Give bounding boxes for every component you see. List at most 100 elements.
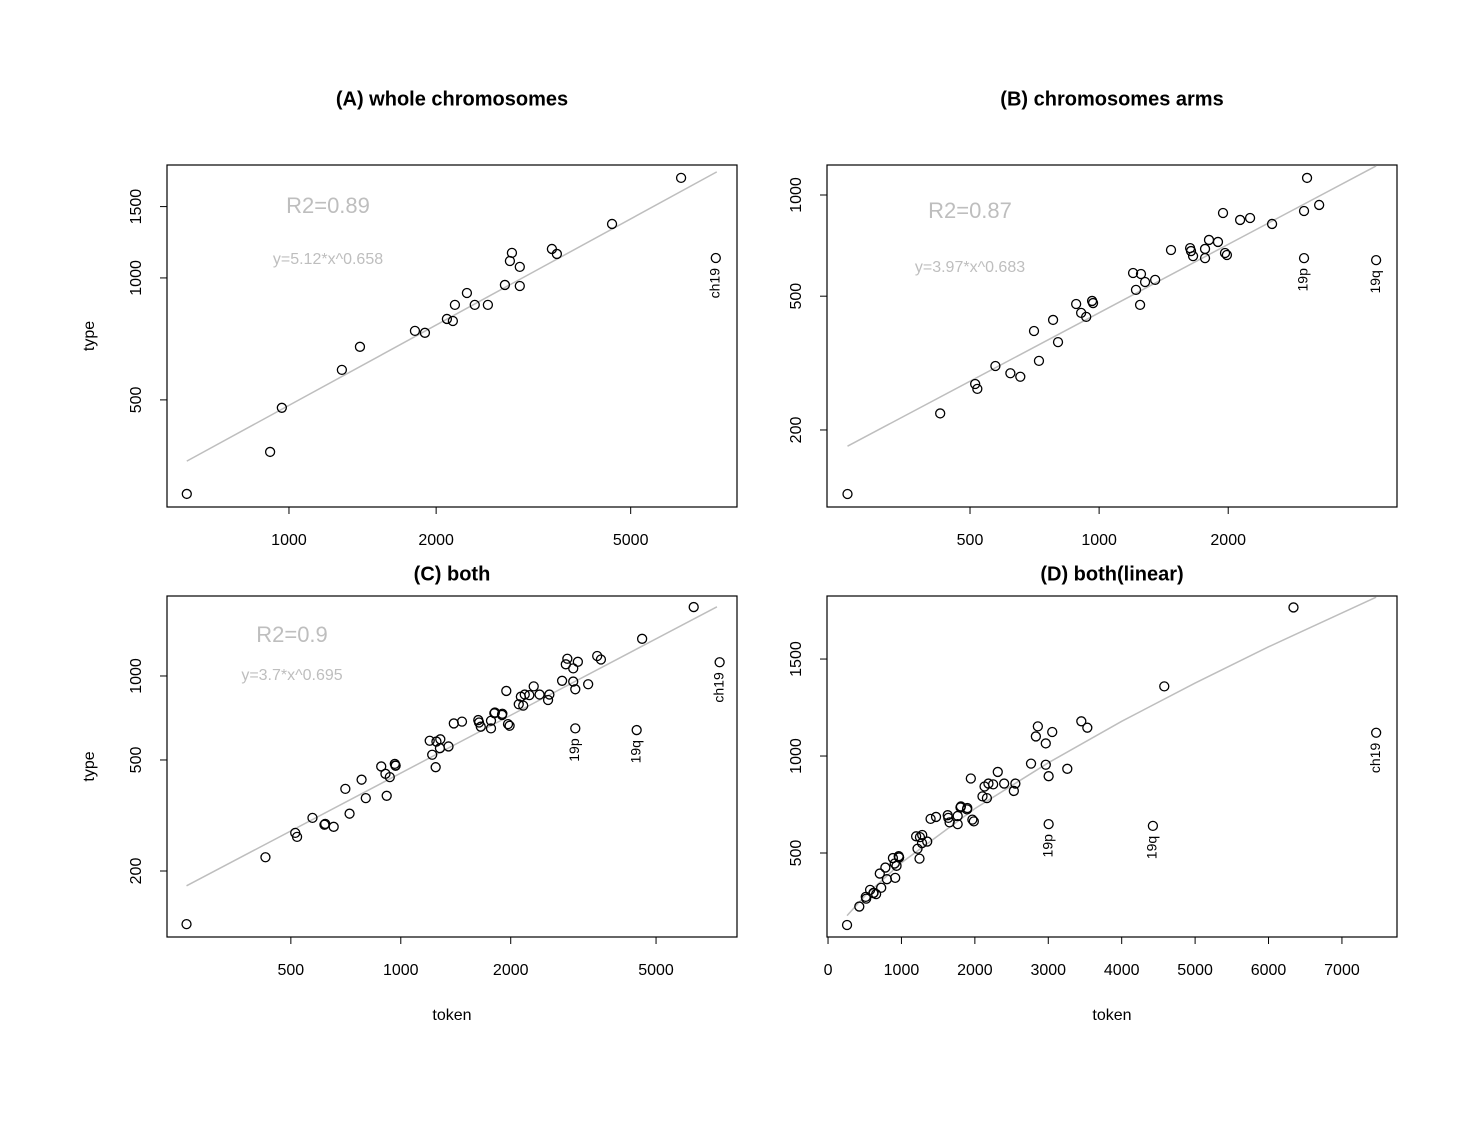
point <box>556 675 568 686</box>
point <box>340 783 351 794</box>
chart-title: (D) both(linear) <box>1040 563 1183 585</box>
x-tick-label: 1000 <box>1081 532 1117 549</box>
point <box>506 247 518 259</box>
point <box>922 836 933 847</box>
x-tick-label: 2000 <box>957 962 993 979</box>
point <box>1033 355 1045 367</box>
point <box>1147 820 1159 832</box>
point <box>390 760 401 771</box>
fit-line <box>186 606 718 887</box>
point-label: ch19 <box>710 672 726 703</box>
point <box>935 408 946 419</box>
x-tick-label: 5000 <box>1177 962 1213 979</box>
point <box>952 818 963 830</box>
point <box>880 862 891 873</box>
x-tick-label: 500 <box>277 962 304 979</box>
point <box>514 280 525 292</box>
point <box>1040 759 1051 770</box>
point <box>496 709 508 721</box>
point <box>1135 268 1147 280</box>
annotation: R2=0.89 <box>286 193 370 218</box>
point-label: 19q <box>1144 836 1160 859</box>
point <box>181 918 192 930</box>
point <box>930 811 942 823</box>
annotation: y=3.97*x^0.683 <box>915 259 1025 276</box>
x-tick-label: 2000 <box>493 962 529 979</box>
plot-frame <box>826 595 1398 938</box>
point <box>910 831 922 842</box>
point <box>1076 716 1087 727</box>
point <box>384 771 395 783</box>
point <box>489 708 500 719</box>
point <box>1087 297 1099 309</box>
point <box>987 779 999 790</box>
point <box>876 882 887 893</box>
y-tick-label: 200 <box>788 417 805 444</box>
point <box>1159 681 1170 692</box>
point <box>1025 758 1037 769</box>
point <box>1015 371 1026 382</box>
point <box>469 299 480 311</box>
x-tick-label: 5000 <box>613 532 649 549</box>
point <box>544 689 555 700</box>
point <box>424 735 435 746</box>
point <box>1288 602 1299 613</box>
point <box>524 689 535 701</box>
annotation: R2=0.9 <box>256 622 328 647</box>
point <box>1298 252 1310 264</box>
point <box>854 901 865 912</box>
x-tick-label: 1000 <box>383 962 419 979</box>
point <box>356 774 367 785</box>
point <box>1221 249 1233 261</box>
x-tick-label: 0 <box>824 962 833 979</box>
point <box>344 808 355 819</box>
point <box>999 778 1010 789</box>
point <box>461 287 473 299</box>
point <box>1052 336 1064 348</box>
point <box>276 402 287 413</box>
y-tick-label: 1000 <box>128 658 145 694</box>
point <box>562 653 573 664</box>
point <box>1047 726 1058 738</box>
point <box>955 802 966 813</box>
point <box>1127 267 1139 279</box>
y-tick-label: 1500 <box>128 189 145 225</box>
point <box>1071 298 1082 310</box>
point-label: 19q <box>627 740 643 763</box>
annotation: R2=0.87 <box>928 198 1012 223</box>
point <box>1244 212 1256 224</box>
point <box>514 261 525 272</box>
x-tick-label: 7000 <box>1324 962 1360 979</box>
point <box>595 654 607 665</box>
point <box>1149 274 1161 286</box>
y-tick-label: 500 <box>128 747 145 774</box>
point <box>981 792 993 804</box>
point <box>841 919 853 931</box>
chart-title: (B) chromosomes arms <box>1000 88 1223 110</box>
plot-frame <box>826 164 1398 508</box>
point <box>336 364 348 376</box>
point <box>968 816 979 827</box>
y-tick-label: 1000 <box>128 260 145 296</box>
y-axis-label: type <box>81 321 98 351</box>
point <box>1040 738 1051 749</box>
point <box>972 383 983 395</box>
point <box>1032 721 1044 732</box>
point <box>714 657 725 668</box>
point <box>360 792 371 804</box>
point <box>1043 818 1054 830</box>
point <box>419 327 431 338</box>
point <box>868 887 879 898</box>
point <box>1028 325 1040 337</box>
y-tick-label: 1000 <box>788 177 805 213</box>
point <box>1370 254 1382 266</box>
point <box>427 749 438 760</box>
x-axis-label: token <box>432 1007 471 1024</box>
chart-title: (A) whole chromosomes <box>336 88 568 110</box>
point-label: 19p <box>566 738 582 762</box>
plot-frame <box>166 595 738 938</box>
point <box>606 218 618 230</box>
point <box>475 721 486 732</box>
point <box>1234 214 1246 226</box>
point <box>409 325 421 337</box>
